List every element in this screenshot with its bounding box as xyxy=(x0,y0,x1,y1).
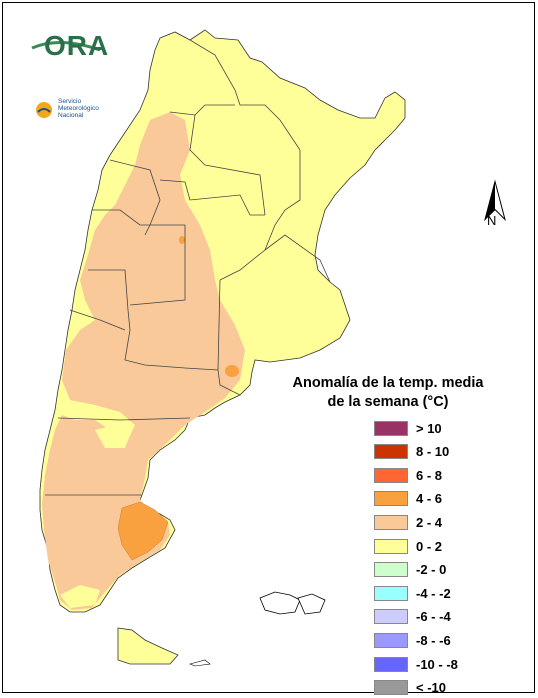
smn-sun-icon xyxy=(36,102,52,118)
legend-label: -6 - -4 xyxy=(416,609,451,625)
legend-swatch xyxy=(374,609,408,625)
yellow-patch-south xyxy=(95,425,130,448)
anomaly-4-6-patagonia xyxy=(117,501,169,561)
yellow-patch-tierra xyxy=(60,585,100,608)
legend-title-line-1: Anomalía de la temp. media xyxy=(292,375,484,391)
legend-label: > 10 xyxy=(416,420,442,436)
legend-swatch xyxy=(374,538,408,554)
anomaly-4-6-bsas xyxy=(225,365,239,377)
legend-swatch xyxy=(374,585,408,601)
north-arrow-icon xyxy=(484,179,506,222)
legend-item: 2 - 4 xyxy=(374,512,442,532)
smn-logo: Servicio Meteorológico Nacional xyxy=(34,98,114,124)
legend-title: Anomalía de la temp. media de la semana … xyxy=(292,374,484,412)
legend-label: 4 - 6 xyxy=(416,491,443,507)
legend-item: -4 - -2 xyxy=(374,583,451,603)
legend-swatch xyxy=(374,444,408,460)
legend-swatch xyxy=(374,420,408,436)
legend-label: 8 - 10 xyxy=(416,444,450,460)
legend-label: -2 - 0 xyxy=(416,562,447,578)
legend-item: -6 - -4 xyxy=(374,607,451,627)
legend-item: -2 - 0 xyxy=(374,560,446,580)
legend-item: -10 - -8 xyxy=(374,654,458,674)
ora-swoosh-icon xyxy=(31,40,101,52)
legend-item: < -10 xyxy=(374,678,446,698)
legend-label: -4 - -2 xyxy=(416,585,451,601)
legend-swatch xyxy=(374,562,408,578)
legend-swatch xyxy=(374,467,408,483)
province-borders xyxy=(45,39,331,496)
tierra-del-fuego xyxy=(117,627,179,665)
legend-item: > 10 xyxy=(374,418,442,438)
malvinas-islands xyxy=(259,591,326,615)
smn-line-2: Meteorológico xyxy=(58,105,99,112)
legend-title-line-2: de la semana (°C) xyxy=(327,394,449,410)
smn-logo-text: Servicio Meteorológico Nacional xyxy=(58,98,99,119)
legend-swatch xyxy=(374,632,408,648)
anomaly-4-6-cuyo xyxy=(179,236,185,244)
legend-label: -8 - -6 xyxy=(416,632,451,648)
legend-label: 0 - 2 xyxy=(416,538,443,554)
legend-swatch xyxy=(374,491,408,507)
legend-swatch xyxy=(374,656,408,672)
legend-swatch xyxy=(374,514,408,530)
isla-de-los-estados xyxy=(189,659,211,667)
legend-label: -10 - -8 xyxy=(416,656,458,672)
ora-logo: ORA xyxy=(30,28,110,62)
legend-label: < -10 xyxy=(416,680,446,696)
legend-item: 6 - 8 xyxy=(374,465,442,485)
smn-line-1: Servicio xyxy=(58,98,82,105)
legend-item: 0 - 2 xyxy=(374,536,442,556)
legend-swatch xyxy=(374,680,408,696)
legend-label: 2 - 4 xyxy=(416,514,443,530)
smn-line-3: Nacional xyxy=(58,112,84,119)
legend-item: 4 - 6 xyxy=(374,489,442,509)
legend-item: -8 - -6 xyxy=(374,630,451,650)
north-label: N xyxy=(487,213,497,228)
ora-logo-text: ORA xyxy=(44,30,110,61)
legend-item: 8 - 10 xyxy=(374,442,449,462)
anomaly-2-4-region xyxy=(42,112,245,610)
legend-label: 6 - 8 xyxy=(416,467,443,483)
